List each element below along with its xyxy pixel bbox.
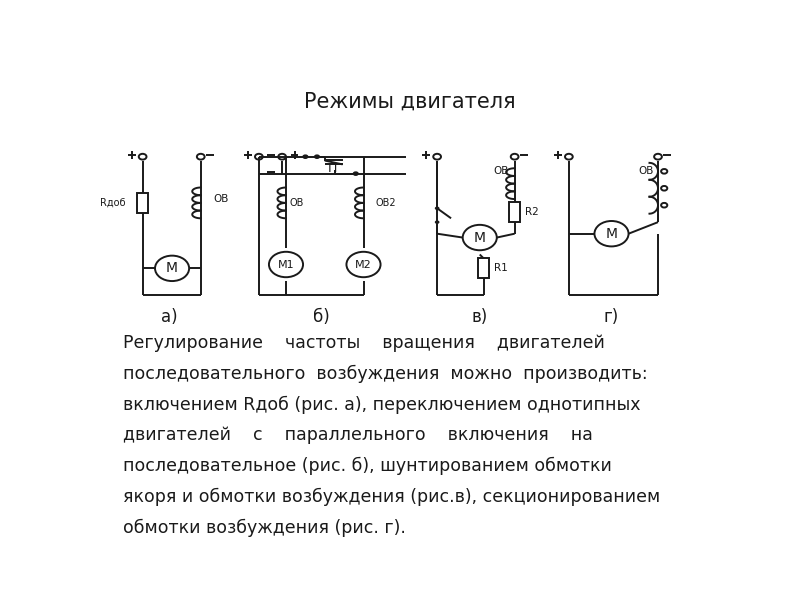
Circle shape [255, 154, 262, 160]
Circle shape [462, 225, 497, 250]
Text: г): г) [604, 308, 619, 326]
Text: а): а) [162, 308, 178, 326]
Text: ОВ2: ОВ2 [376, 198, 397, 208]
Text: М: М [474, 230, 486, 245]
Circle shape [565, 154, 573, 160]
Bar [510, 202, 520, 222]
Text: б): б) [313, 308, 330, 326]
Text: R1: R1 [494, 263, 508, 274]
Circle shape [302, 154, 309, 159]
Circle shape [654, 154, 662, 160]
Circle shape [353, 172, 359, 176]
Bar [478, 259, 489, 278]
Text: обмотки возбуждения (рис. г).: обмотки возбуждения (рис. г). [123, 518, 406, 537]
Text: последовательного  возбуждения  можно  производить:: последовательного возбуждения можно прои… [123, 365, 648, 383]
Circle shape [197, 154, 205, 160]
Circle shape [661, 186, 667, 191]
Circle shape [434, 154, 441, 160]
Circle shape [661, 203, 667, 208]
Circle shape [435, 220, 439, 224]
Text: М: М [166, 262, 178, 275]
Circle shape [594, 221, 629, 247]
Text: П: П [328, 162, 337, 175]
Circle shape [435, 206, 439, 210]
Circle shape [510, 154, 518, 160]
Circle shape [346, 252, 381, 277]
Text: ОВ: ОВ [290, 198, 304, 208]
Text: в): в) [472, 308, 488, 326]
Text: последовательное (рис. б), шунтированием обмотки: последовательное (рис. б), шунтированием… [123, 457, 612, 475]
Text: М1: М1 [278, 259, 294, 269]
Bar [138, 193, 148, 213]
Text: включением Rдоб (рис. а), переключением однотипных: включением Rдоб (рис. а), переключением … [123, 395, 641, 413]
Text: ОВ: ОВ [213, 194, 229, 204]
Text: М2: М2 [355, 259, 372, 269]
Text: Rдоб: Rдоб [100, 198, 126, 208]
Text: R2: R2 [526, 207, 539, 217]
Text: Регулирование    частоты    вращения    двигателей: Регулирование частоты вращения двигателе… [123, 334, 605, 352]
Circle shape [155, 256, 189, 281]
Text: М: М [606, 227, 618, 241]
Circle shape [661, 169, 667, 173]
Circle shape [278, 154, 286, 160]
Circle shape [314, 154, 320, 159]
Text: ОВ: ОВ [493, 166, 508, 176]
Text: якоря и обмотки возбуждения (рис.в), секционированием: якоря и обмотки возбуждения (рис.в), сек… [123, 488, 661, 506]
Text: двигателей    с    параллельного    включения    на: двигателей с параллельного включения на [123, 426, 593, 444]
Text: ОВ: ОВ [638, 166, 654, 176]
Text: Режимы двигателя: Режимы двигателя [304, 91, 516, 111]
Circle shape [138, 154, 146, 160]
Circle shape [269, 252, 303, 277]
